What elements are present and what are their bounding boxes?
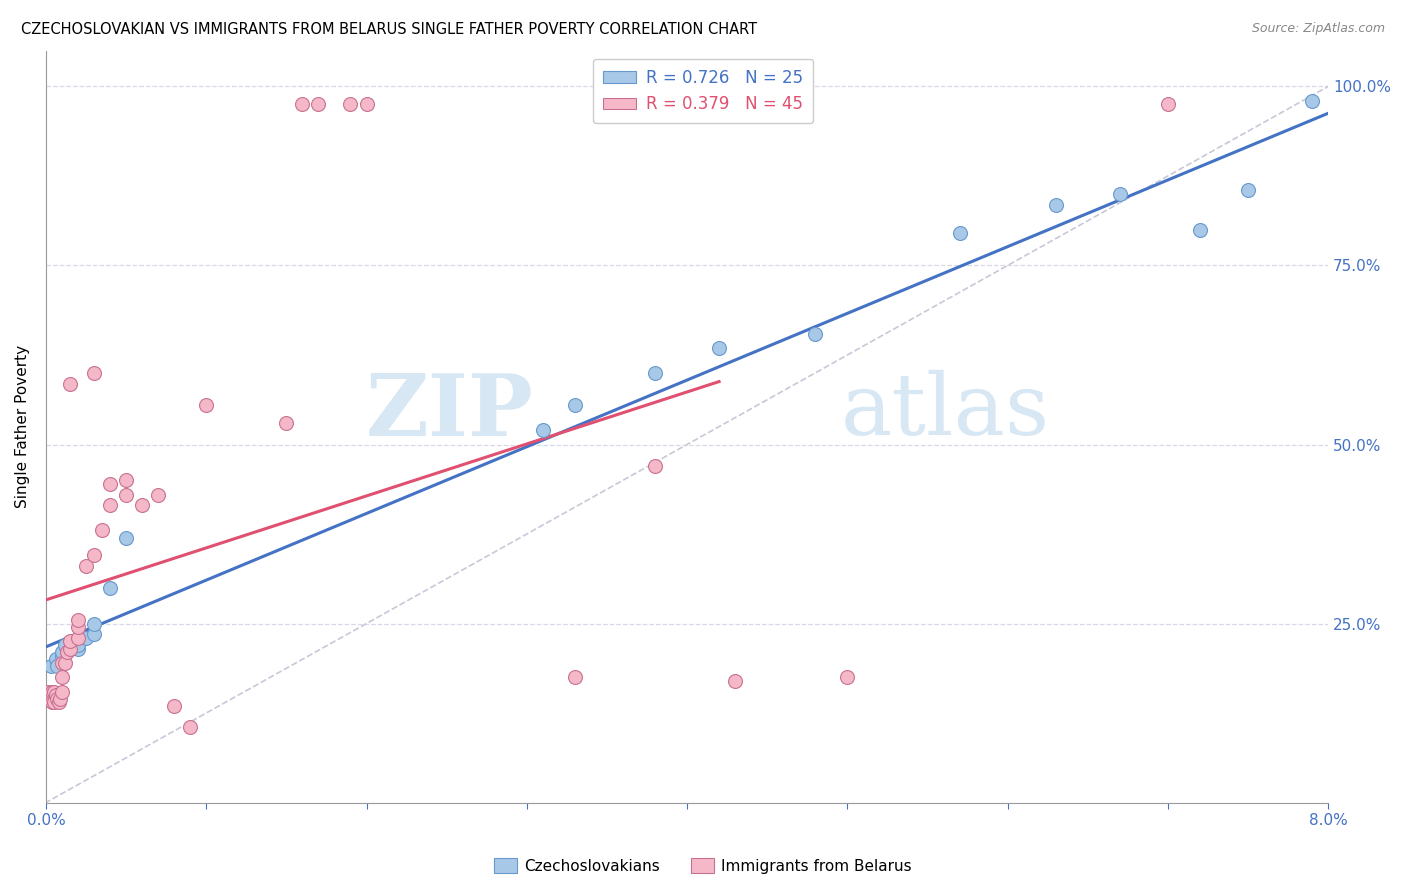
Point [66,613,89,627]
Point [41,695,63,709]
Y-axis label: Single Father Poverty: Single Father Poverty [15,345,30,508]
Point [1188,223,1211,237]
Point [98,581,121,595]
Point [48,695,70,709]
Legend: Czechoslovakians, Immigrants from Belarus: Czechoslovakians, Immigrants from Belaru… [488,852,918,880]
Point [91,524,114,538]
Legend: R = 0.726   N = 25, R = 0.379   N = 45: R = 0.726 N = 25, R = 0.379 N = 45 [593,59,813,123]
Point [131,499,153,513]
Point [51,684,73,698]
Point [56,645,79,659]
Point [1237,183,1260,197]
Point [644,366,666,380]
Point [53,656,76,670]
Point [83,616,105,631]
Point [98,476,121,491]
Point [59,634,82,648]
Point [356,97,378,112]
Point [564,670,586,684]
Point [1045,197,1067,211]
Point [195,398,218,412]
Point [83,366,105,380]
Text: ZIP: ZIP [366,369,533,453]
Point [45,688,67,702]
Point [66,620,89,634]
Point [804,326,827,341]
Point [115,473,138,487]
Point [707,341,730,355]
Point [41,684,63,698]
Point [948,227,970,241]
Point [644,458,666,473]
Point [39,659,62,673]
Point [66,638,89,652]
Point [837,670,859,684]
Point [51,656,73,670]
Point [1108,186,1130,201]
Point [339,97,361,112]
Point [75,631,97,645]
Point [115,488,138,502]
Point [49,691,72,706]
Point [146,488,169,502]
Point [37,684,59,698]
Point [53,638,76,652]
Point [42,684,65,698]
Point [724,673,747,688]
Point [564,398,586,412]
Point [98,499,121,513]
Point [59,376,82,391]
Point [75,559,97,574]
Point [59,641,82,656]
Point [51,645,73,659]
Point [291,97,314,112]
Point [83,549,105,563]
Point [531,423,554,437]
Point [51,648,73,663]
Point [42,695,65,709]
Point [1157,97,1180,112]
Text: Source: ZipAtlas.com: Source: ZipAtlas.com [1251,22,1385,36]
Point [83,627,105,641]
Point [66,641,89,656]
Point [66,631,89,645]
Point [179,720,201,734]
Point [39,691,62,706]
Point [307,97,329,112]
Point [38,691,60,706]
Text: CZECHOSLOVAKIAN VS IMMIGRANTS FROM BELARUS SINGLE FATHER POVERTY CORRELATION CHA: CZECHOSLOVAKIAN VS IMMIGRANTS FROM BELAR… [21,22,758,37]
Point [276,416,298,430]
Point [46,659,69,673]
Point [1301,94,1323,108]
Point [115,531,138,545]
Text: atlas: atlas [841,370,1050,453]
Point [59,641,82,656]
Point [45,652,67,666]
Point [46,691,69,706]
Point [163,698,186,713]
Point [51,670,73,684]
